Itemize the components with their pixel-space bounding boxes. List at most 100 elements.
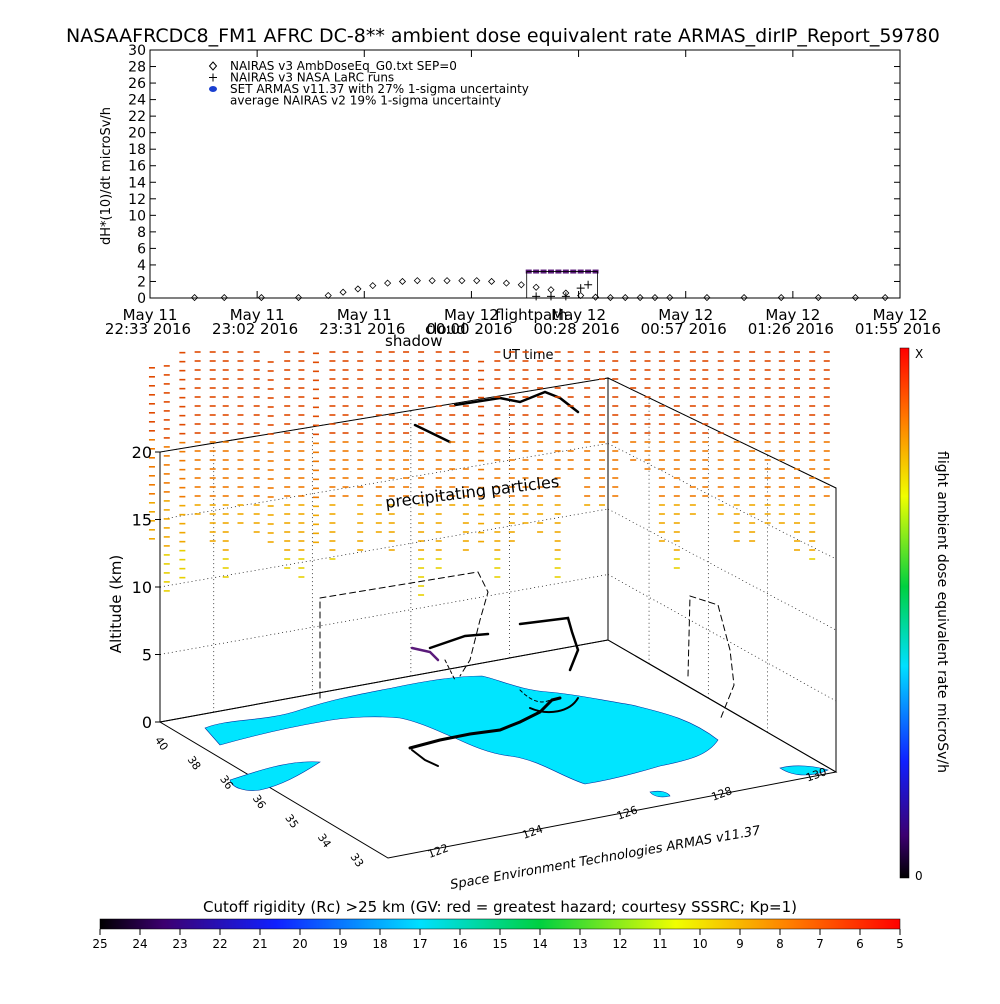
dose-point-nairas-v3 xyxy=(413,277,421,285)
altitude-tick-label: 20 xyxy=(132,443,152,462)
dose-point-nairas-v3 xyxy=(636,294,644,302)
dose-x-tick-date: May 11 xyxy=(230,306,285,324)
land-korea-japan xyxy=(204,675,719,785)
flight-track-mid xyxy=(428,616,580,672)
legend-symbol-dot xyxy=(209,86,217,92)
dose-point-nairas-v3 xyxy=(220,294,228,302)
rigidity-tick-label: 18 xyxy=(372,937,387,951)
rigidity-tick-label: 8 xyxy=(776,937,784,951)
dose-y-tick-label: 12 xyxy=(128,192,146,208)
dose-colorbar-min: 0 xyxy=(915,869,923,883)
latitude-ticks: 40 38 36 36 35 34 33 xyxy=(152,734,366,869)
longitude-tick-label: 124 xyxy=(521,822,545,841)
dose-y-tick-label: 6 xyxy=(137,241,146,257)
dose-point-larc xyxy=(546,292,555,301)
dose-y-axis-label: dH*(10)/dt microSv/h xyxy=(99,107,114,245)
dose-y-tick-label: 20 xyxy=(128,126,146,142)
legend-label: average NAIRAS v2 19% 1-sigma uncertaint… xyxy=(230,94,501,108)
dose-colorbar-label: flight ambient dose equivalent rate micr… xyxy=(934,451,950,773)
dose-point-nairas-v3 xyxy=(532,283,540,291)
rigidity-tick-label: 12 xyxy=(612,937,627,951)
dose-x-tick-time: 22:33 2016 xyxy=(105,320,191,338)
dose-x-tick-date: May 12 xyxy=(444,306,499,324)
cloud-outline-right xyxy=(687,595,735,721)
dose-y-tick-label: 30 xyxy=(128,43,146,59)
latitude-tick-label: 36 xyxy=(217,773,236,792)
dose-point-nairas-v3 xyxy=(777,294,785,302)
dose-y-tick-label: 26 xyxy=(128,76,146,92)
dose-point-nairas-v3 xyxy=(666,294,674,302)
rigidity-tick-label: 22 xyxy=(212,937,227,951)
altitude-axis-label: Altitude (km) xyxy=(107,555,125,653)
shadow-projection xyxy=(444,659,551,703)
rigidity-tick-label: 21 xyxy=(252,937,267,951)
dose-point-nairas-v3 xyxy=(851,294,860,302)
dose-x-tick-time: 23:31 2016 xyxy=(319,320,405,338)
dose-x-tick-date: May 12 xyxy=(658,306,713,324)
dose-point-nairas-v3 xyxy=(488,277,496,286)
dose-point-nairas-v3 xyxy=(473,277,481,285)
flight-track-high xyxy=(413,390,580,444)
rigidity-colorbar-title: Cutoff rigidity (Rc) >25 km (GV: red = g… xyxy=(203,898,797,916)
dose-x-tick-time: 01:55 2016 xyxy=(855,320,941,338)
dose-y-tick-label: 4 xyxy=(137,258,146,274)
dose-point-nairas-v3 xyxy=(740,294,748,302)
dose-point-nairas-v3 xyxy=(354,285,362,293)
flight-track xyxy=(319,390,735,767)
dose-point-nairas-v3 xyxy=(398,277,407,286)
rigidity-tick-label: 16 xyxy=(452,937,467,951)
dose-y-tick-label: 8 xyxy=(137,225,146,241)
rigidity-tick-label: 5 xyxy=(896,937,904,951)
land-peninsula-south xyxy=(229,761,321,791)
grid-altitude-right xyxy=(607,443,837,560)
latitude-tick-label: 34 xyxy=(315,831,334,850)
dose-y-tick-label: 28 xyxy=(128,60,146,76)
rigidity-tick-label: 11 xyxy=(652,937,667,951)
latitude-tick-label: 36 xyxy=(250,792,269,811)
altitude-tick-label: 0 xyxy=(142,713,152,732)
dose-x-tick-date: May 12 xyxy=(551,306,606,324)
dose-series xyxy=(190,269,889,302)
dose-colorbar-max: X xyxy=(915,347,923,361)
dose-point-nairas-v3 xyxy=(324,291,332,300)
land-map xyxy=(204,675,829,798)
dose-point-larc xyxy=(532,292,541,301)
dose-x-tick-time: 00:28 2016 xyxy=(533,320,619,338)
rigidity-tick-label: 25 xyxy=(92,937,107,951)
rigidity-tick-label: 13 xyxy=(572,937,587,951)
3d-grid-lines xyxy=(159,377,837,733)
dose-y-tick-label: 16 xyxy=(128,159,146,175)
rigidity-tick-label: 23 xyxy=(172,937,187,951)
grid-altitude-right xyxy=(607,508,837,631)
dose-y-tick-label: 22 xyxy=(128,109,146,125)
latitude-tick-label: 38 xyxy=(185,754,204,773)
rigidity-tick-label: 19 xyxy=(332,937,347,951)
dose-colorbar-gradient xyxy=(899,347,910,879)
annotation-flightpath: flightpath xyxy=(495,306,568,324)
dose-point-larc xyxy=(576,284,585,293)
latitude-tick-label: 40 xyxy=(152,734,171,753)
dose-point-nairas-v3 xyxy=(547,286,555,294)
dose-point-larc xyxy=(584,280,593,289)
dose-y-tick-label: 2 xyxy=(137,274,146,290)
dose-y-tick-label: 10 xyxy=(128,208,146,224)
land-island xyxy=(779,765,829,776)
dose-point-nairas-v3 xyxy=(428,277,436,285)
cloud-outline-left xyxy=(319,571,489,699)
armas-uncertainty-box xyxy=(526,271,598,298)
flight-track-low xyxy=(408,696,562,750)
rigidity-tick-label: 20 xyxy=(292,937,307,951)
legend-symbol-plus xyxy=(209,73,217,82)
dose-x-tick-date: May 12 xyxy=(765,306,820,324)
annotation-precipitating: precipitating particles xyxy=(384,472,560,512)
dose-point-nairas-v3 xyxy=(577,291,585,300)
rigidity-tick-label: 17 xyxy=(412,937,427,951)
legend-label: NAIRAS v3 AmbDoseEq_G0.txt SEP=0 xyxy=(230,59,457,73)
dose-x-tick-date: May 11 xyxy=(123,306,178,324)
dose-point-nairas-v3 xyxy=(384,279,392,287)
latitude-tick-label: 35 xyxy=(282,812,301,831)
grid-altitude-left xyxy=(159,574,609,655)
dose-point-nairas-v3 xyxy=(339,288,347,296)
